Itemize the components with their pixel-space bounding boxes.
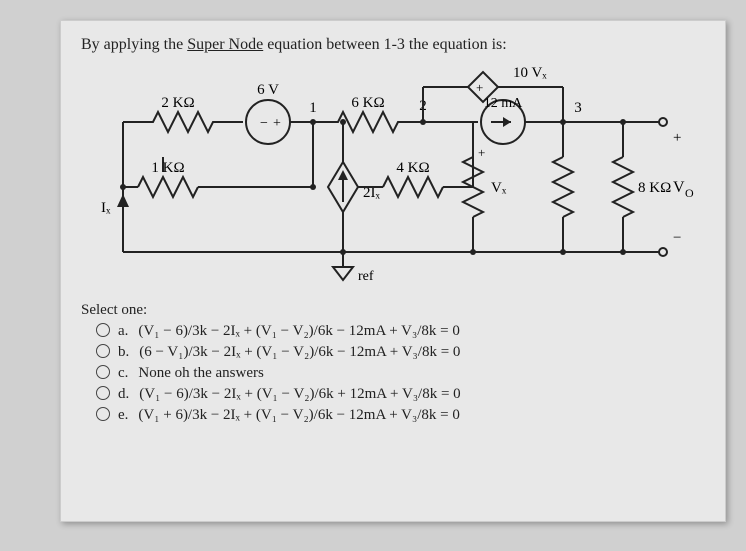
radio-icon[interactable] [96, 365, 110, 379]
label-6v: 6 V [257, 82, 279, 98]
label-ix: Iₓ [101, 200, 111, 216]
option-letter: a. [118, 323, 128, 340]
label-r6k: 6 KΩ [351, 95, 384, 111]
label-r1k: 1 KΩ [151, 160, 184, 176]
label-12ma: 12 mA [484, 96, 523, 111]
label-vo-sub: O [685, 186, 694, 200]
radio-icon[interactable] [96, 407, 110, 421]
label-r8k: 8 KΩ [638, 180, 671, 196]
label-r2k: 2 KΩ [161, 95, 194, 111]
question-text: By applying the Super Node equation betw… [81, 36, 705, 54]
radio-icon[interactable] [96, 344, 110, 358]
option-c[interactable]: c. None oh the answers [96, 363, 705, 382]
label-vo: V [673, 179, 685, 196]
option-letter: b. [118, 344, 129, 361]
option-text: (V₁ + 6)/3k − 2Iₓ + (V₁ − V₂)/6k − 12mA … [138, 407, 459, 424]
option-text: None oh the answers [138, 365, 263, 382]
vsrc-plus: + [273, 116, 281, 131]
select-one-label: Select one: [81, 302, 705, 319]
label-vx: Vₓ [491, 180, 507, 196]
question-page: By applying the Super Node equation betw… [60, 20, 726, 522]
option-b[interactable]: b. (6 − V₁)/3k − 2Iₓ + (V₁ − V₂)/6k − 12… [96, 342, 705, 361]
option-text: (V₁ − 6)/3k − 2Iₓ + (V₁ − V₂)/6k + 12mA … [139, 386, 460, 403]
circuit-diagram: 2 KΩ − + 6 V 1 6 KΩ 2 + [83, 62, 703, 292]
option-d[interactable]: d. (V₁ − 6)/3k − 2Iₓ + (V₁ − V₂)/6k + 12… [96, 384, 705, 403]
vsrc-minus: − [260, 116, 268, 131]
question-suffix: equation between 1-3 the equation is: [263, 36, 506, 53]
question-underlined: Super Node [187, 36, 263, 53]
vo-plus: + [673, 130, 681, 146]
label-ref: ref [358, 269, 374, 284]
options-list: a. (V₁ − 6)/3k − 2Iₓ + (V₁ − V₂)/6k − 12… [96, 321, 705, 424]
option-letter: e. [118, 407, 128, 424]
option-e[interactable]: e. (V₁ + 6)/3k − 2Iₓ + (V₁ − V₂)/6k − 12… [96, 405, 705, 424]
option-letter: c. [118, 365, 128, 382]
vo-minus: − [673, 230, 681, 246]
option-a[interactable]: a. (V₁ − 6)/3k − 2Iₓ + (V₁ − V₂)/6k − 12… [96, 321, 705, 340]
option-text: (6 − V₁)/3k − 2Iₓ + (V₁ − V₂)/6k − 12mA … [139, 344, 460, 361]
option-text: (V₁ − 6)/3k − 2Iₓ + (V₁ − V₂)/6k − 12mA … [138, 323, 459, 340]
option-letter: d. [118, 386, 129, 403]
diamond-plus: + [476, 80, 483, 95]
question-prefix: By applying the [81, 36, 187, 53]
vx-plus: + [478, 145, 485, 160]
node1-label: 1 [309, 100, 317, 116]
label-r4k: 4 KΩ [396, 160, 429, 176]
radio-icon[interactable] [96, 323, 110, 337]
label-10vx: 10 Vₓ [513, 65, 547, 81]
node3-label: 3 [574, 100, 582, 116]
radio-icon[interactable] [96, 386, 110, 400]
